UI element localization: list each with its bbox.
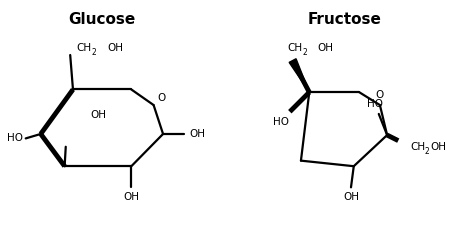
Text: OH: OH xyxy=(190,129,206,139)
Text: HO: HO xyxy=(273,117,290,127)
Text: HO: HO xyxy=(367,99,383,109)
Text: 2: 2 xyxy=(302,48,307,57)
Text: CH: CH xyxy=(287,43,302,53)
Polygon shape xyxy=(289,59,309,92)
Text: 2: 2 xyxy=(424,147,429,156)
Text: 2: 2 xyxy=(91,48,96,57)
Text: HO: HO xyxy=(7,134,23,143)
Text: O: O xyxy=(158,93,166,103)
Text: OH: OH xyxy=(123,192,139,202)
Text: OH: OH xyxy=(343,192,359,202)
Text: CH: CH xyxy=(76,43,91,53)
Text: Glucose: Glucose xyxy=(68,12,136,27)
Text: Fructose: Fructose xyxy=(307,12,381,27)
Text: OH: OH xyxy=(107,43,123,53)
Text: O: O xyxy=(376,90,384,100)
Text: OH: OH xyxy=(318,43,334,53)
Text: OH: OH xyxy=(90,109,106,120)
Text: OH: OH xyxy=(430,142,447,152)
Text: CH: CH xyxy=(410,142,426,152)
